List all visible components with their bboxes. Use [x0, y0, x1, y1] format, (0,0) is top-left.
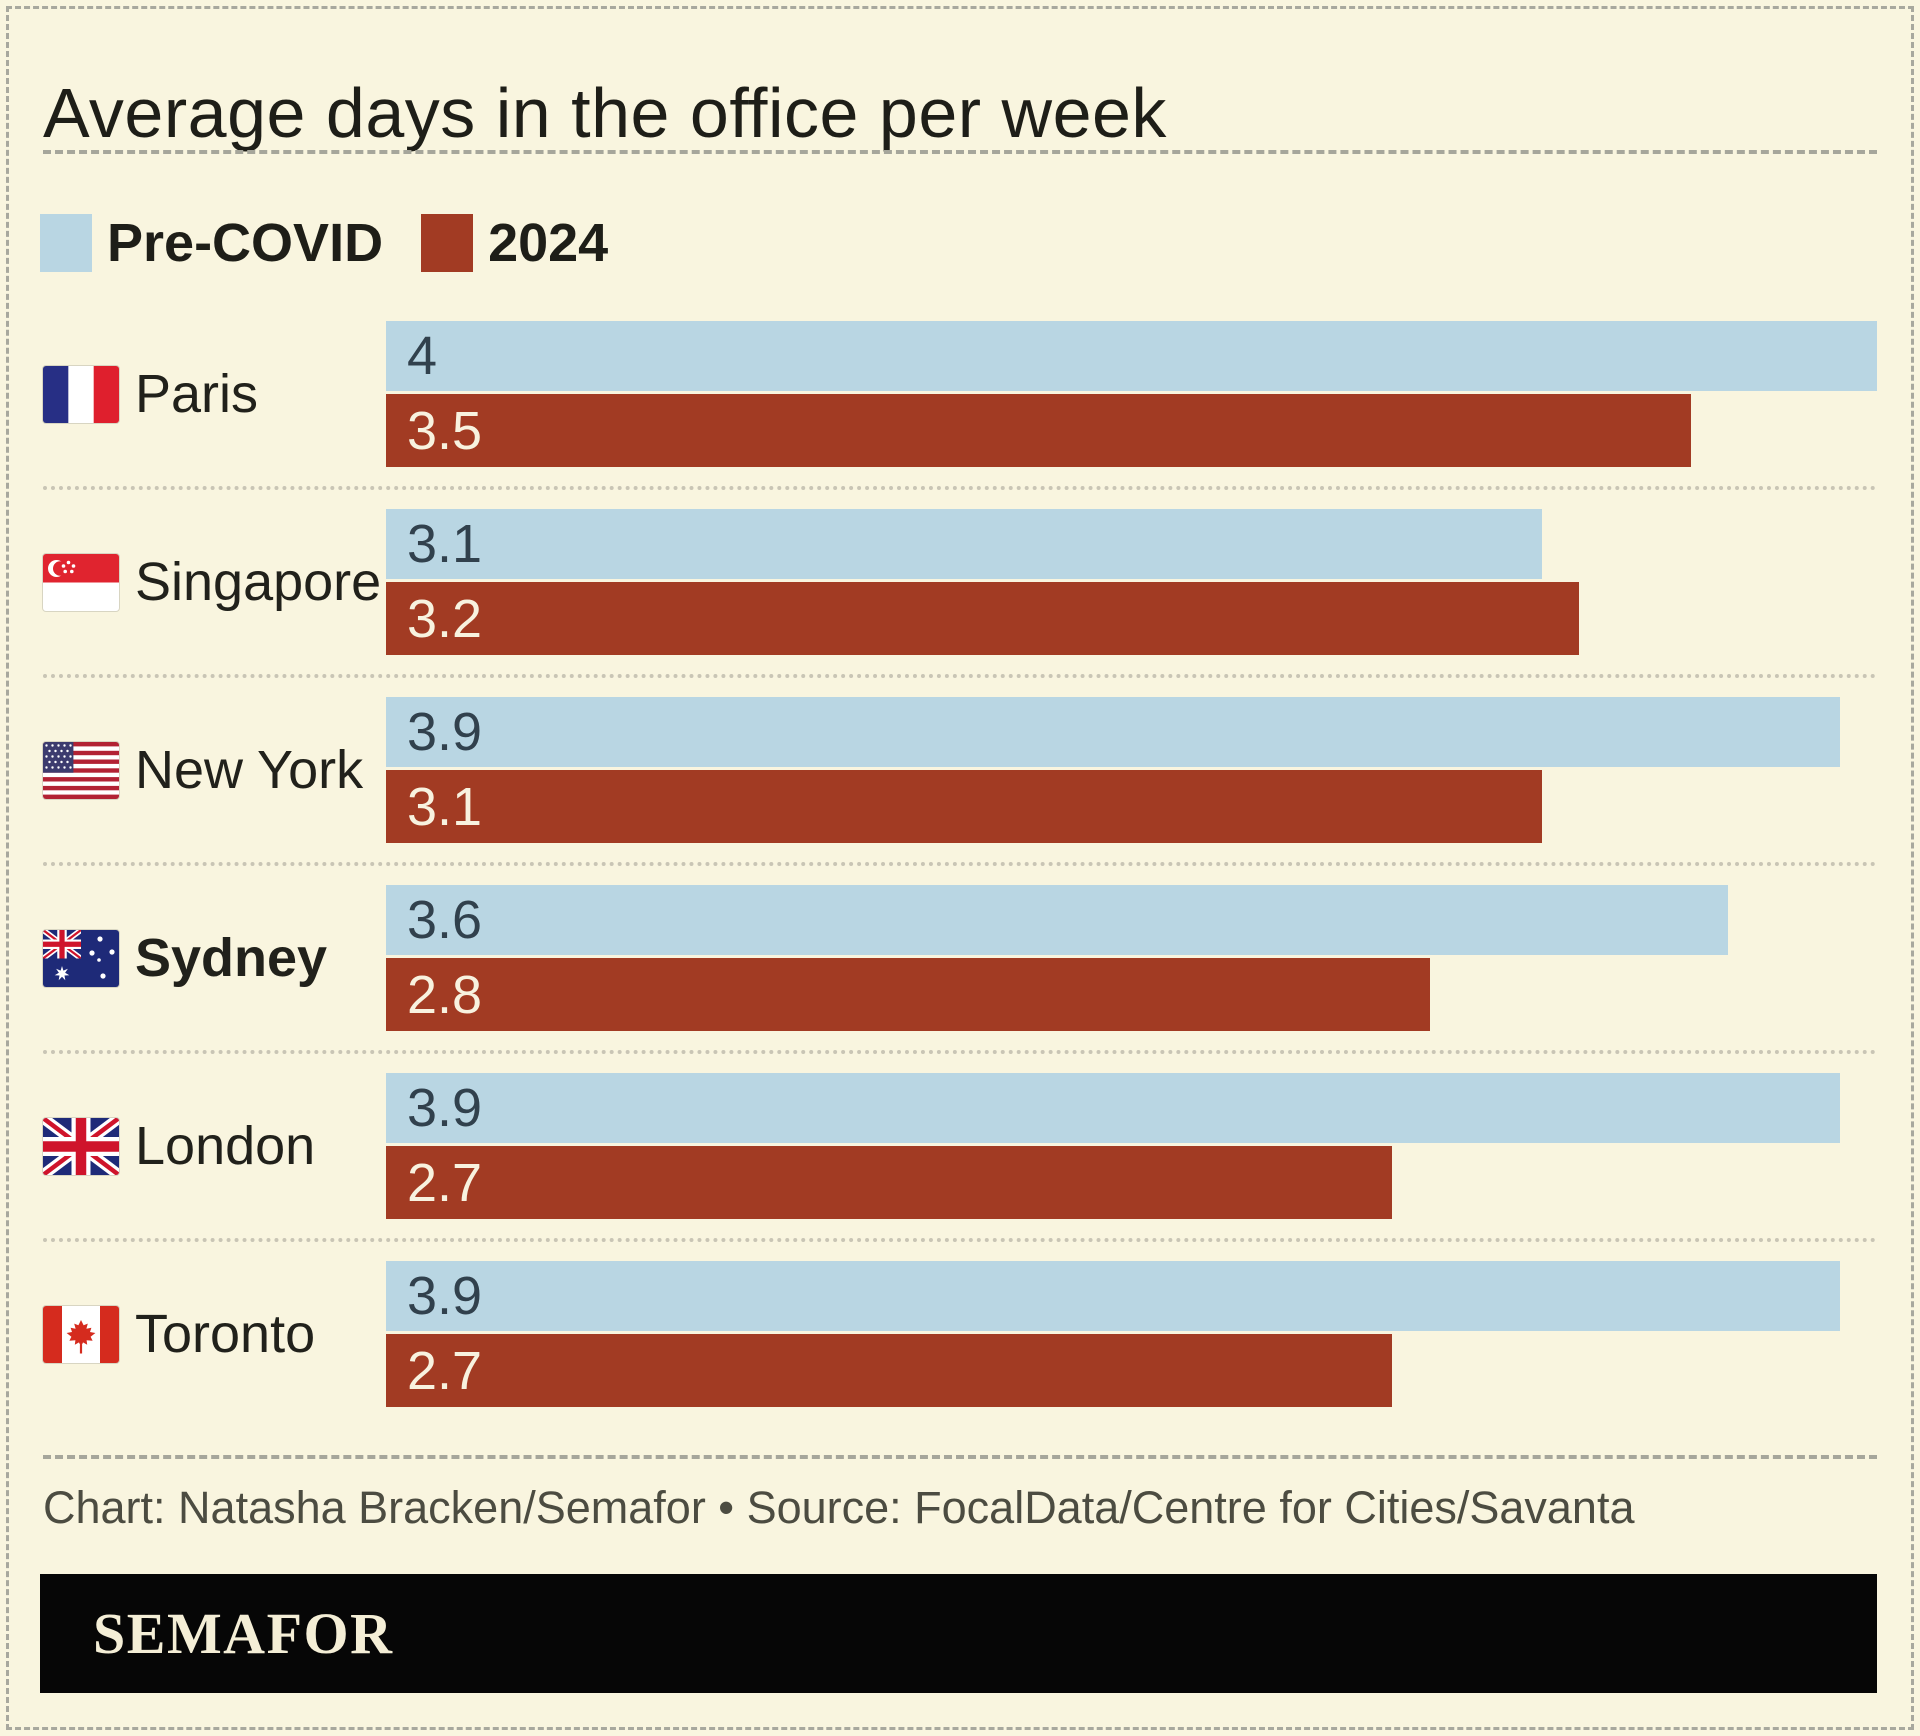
pre-covid-value: 4: [407, 326, 438, 386]
bar-group: 3.9 3.1: [386, 697, 1877, 843]
chart-rows: Paris 4 3.5 Singapore 3.1 3.2 New York: [42, 302, 1877, 1426]
flag-uk-icon: [42, 1116, 120, 1176]
value-2024: 2.8: [407, 964, 483, 1025]
city-label: Singapore: [135, 552, 382, 612]
pre-covid-bar: 3.9: [386, 697, 1840, 767]
pre-covid-bar: 4: [386, 321, 1877, 391]
legend-swatch-icon: [421, 214, 474, 272]
value-2024: 3.5: [407, 400, 483, 461]
flag-usa-icon: [42, 740, 120, 800]
city-label: Toronto: [135, 1304, 316, 1364]
semafor-wordmark: SEMAFOR: [93, 1601, 394, 1666]
bar-2024: 2.7: [386, 1146, 1393, 1219]
bar-2024: 3.5: [386, 394, 1691, 467]
chart-row: Sydney 3.6 2.8: [42, 862, 1877, 1050]
flag-france-icon: [42, 364, 120, 424]
chart-row: Singapore 3.1 3.2: [42, 486, 1877, 674]
flag-australia-icon: [42, 928, 120, 988]
bar-group: 3.1 3.2: [386, 509, 1877, 655]
chart-row: London 3.9 2.7: [42, 1050, 1877, 1238]
bar-2024: 2.7: [386, 1334, 1393, 1407]
pre-covid-value: 3.9: [407, 702, 483, 762]
pre-covid-bar: 3.1: [386, 509, 1542, 579]
credit-line: Chart: Natasha Bracken/Semafor • Source:…: [43, 1482, 1635, 1533]
pre-covid-value: 3.9: [407, 1266, 483, 1326]
value-2024: 3.2: [407, 588, 483, 649]
pre-covid-bar: 3.6: [386, 885, 1728, 955]
bar-group: 3.9 2.7: [386, 1073, 1877, 1219]
title-separator-line: [43, 150, 1877, 154]
value-2024: 3.1: [407, 776, 483, 837]
bar-group: 3.6 2.8: [386, 885, 1877, 1031]
pre-covid-bar: 3.9: [386, 1261, 1840, 1331]
pre-covid-value: 3.9: [407, 1078, 483, 1138]
flag-singapore-icon: [42, 552, 120, 612]
chart-title: Average days in the office per week: [43, 73, 1167, 152]
legend-item: 2024: [421, 212, 608, 274]
legend-label: Pre-COVID: [107, 213, 384, 273]
city-label: Paris: [135, 364, 259, 424]
legend-label: 2024: [488, 213, 609, 273]
legend-item: Pre-COVID: [40, 212, 383, 274]
pre-covid-value: 3.6: [407, 890, 483, 950]
semafor-logo-bar: SEMAFOR: [40, 1574, 1877, 1693]
city-label: New York: [135, 740, 364, 800]
pre-covid-bar: 3.9: [386, 1073, 1840, 1143]
bar-group: 4 3.5: [386, 321, 1877, 467]
footer-separator-line: [43, 1455, 1877, 1459]
chart-row: Paris 4 3.5: [42, 302, 1877, 486]
value-2024: 2.7: [407, 1152, 483, 1213]
city-label: London: [135, 1116, 316, 1176]
bar-2024: 2.8: [386, 958, 1430, 1031]
chart-legend: Pre-COVID 2024: [40, 212, 608, 274]
chart-row: New York 3.9 3.1: [42, 674, 1877, 862]
value-2024: 2.7: [407, 1340, 483, 1401]
city-label: Sydney: [135, 928, 328, 988]
flag-canada-icon: [42, 1304, 120, 1364]
bar-group: 3.9 2.7: [386, 1261, 1877, 1407]
pre-covid-value: 3.1: [407, 514, 483, 574]
bar-2024: 3.2: [386, 582, 1579, 655]
legend-swatch-icon: [40, 214, 92, 272]
chart-row: Toronto 3.9 2.7: [42, 1238, 1877, 1426]
bar-2024: 3.1: [386, 770, 1542, 843]
